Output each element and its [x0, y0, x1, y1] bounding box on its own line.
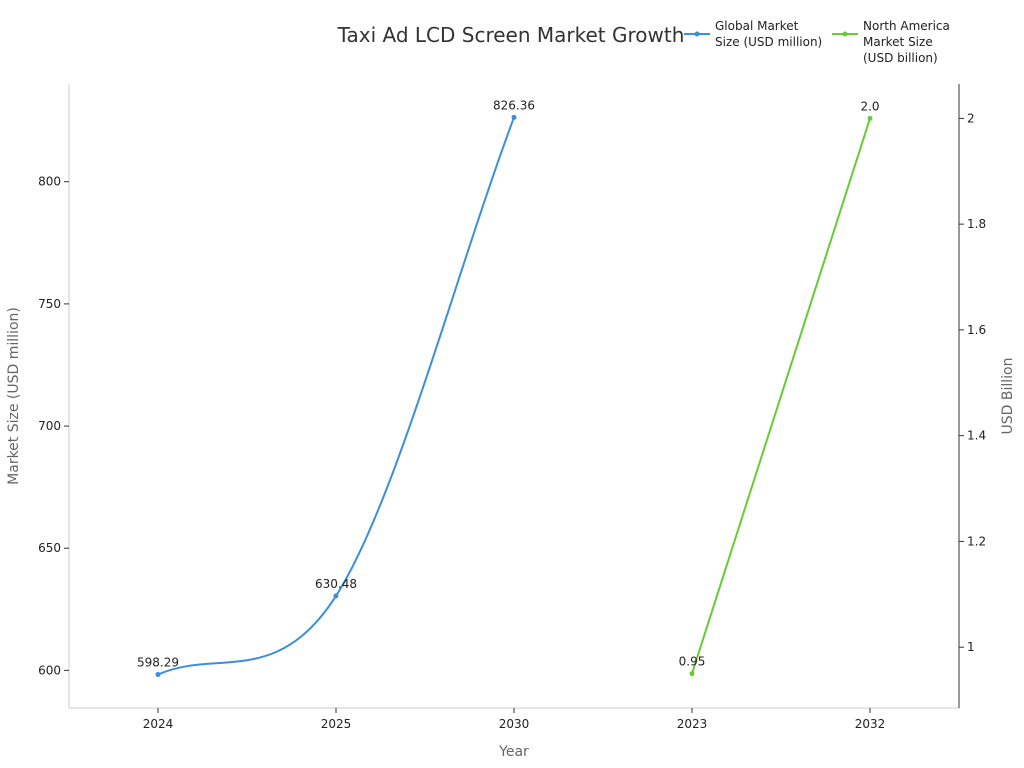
- right-axis-ticks: 1 1.2 1.4 1.6 1.8 2: [959, 111, 986, 654]
- data-label: 598.29: [137, 656, 179, 670]
- right-tick-label: 1.4: [967, 429, 986, 443]
- data-point: [867, 115, 873, 121]
- data-label: 0.95: [679, 655, 706, 669]
- left-tick-label: 750: [38, 297, 61, 311]
- data-label: 826.36: [493, 98, 535, 112]
- legend-swatch-dot: [842, 31, 848, 37]
- right-axis-title: USD Billion: [1000, 358, 1016, 435]
- x-axis-ticks: 2024 2025 2030 2023 2032: [143, 708, 886, 731]
- data-label: 2.0: [860, 99, 879, 113]
- legend-label: (USD billion): [863, 51, 938, 65]
- left-axis-title: Market Size (USD million): [6, 307, 22, 485]
- series-line: [157, 116, 515, 676]
- legend-label: Market Size: [863, 35, 933, 49]
- legend-label: Size (USD million): [715, 35, 822, 49]
- left-axis-ticks: 600 650 700 750 800: [38, 175, 69, 677]
- chart-title: Taxi Ad LCD Screen Market Growth: [337, 23, 685, 47]
- left-tick-label: 600: [38, 663, 61, 677]
- legend: Global Market Size (USD million) North Ame…: [684, 19, 950, 65]
- data-label: 630.48: [315, 577, 357, 591]
- right-tick-label: 1.2: [967, 534, 986, 548]
- x-tick-label: 2023: [677, 717, 708, 731]
- left-tick-label: 800: [38, 175, 61, 189]
- right-tick-label: 2: [967, 111, 975, 125]
- data-point: [511, 114, 517, 120]
- right-tick-label: 1.8: [967, 217, 986, 231]
- data-point: [333, 593, 339, 599]
- x-axis-title: Year: [498, 744, 529, 760]
- legend-swatch-dot: [694, 31, 700, 37]
- x-tick-label: 2025: [321, 717, 352, 731]
- data-point: [155, 672, 161, 678]
- series-layer: 598.29 630.48 826.36 0.95 2.0: [137, 98, 880, 678]
- x-tick-label: 2030: [499, 717, 530, 731]
- left-tick-label: 650: [38, 541, 61, 555]
- series-line: [691, 118, 871, 674]
- data-point: [689, 671, 695, 677]
- legend-label: North America: [863, 19, 950, 33]
- x-tick-label: 2024: [143, 717, 174, 731]
- left-tick-label: 700: [38, 419, 61, 433]
- x-tick-label: 2032: [855, 717, 886, 731]
- legend-label: Global Market: [715, 19, 799, 33]
- right-tick-label: 1.6: [967, 323, 986, 337]
- right-tick-label: 1: [967, 640, 975, 654]
